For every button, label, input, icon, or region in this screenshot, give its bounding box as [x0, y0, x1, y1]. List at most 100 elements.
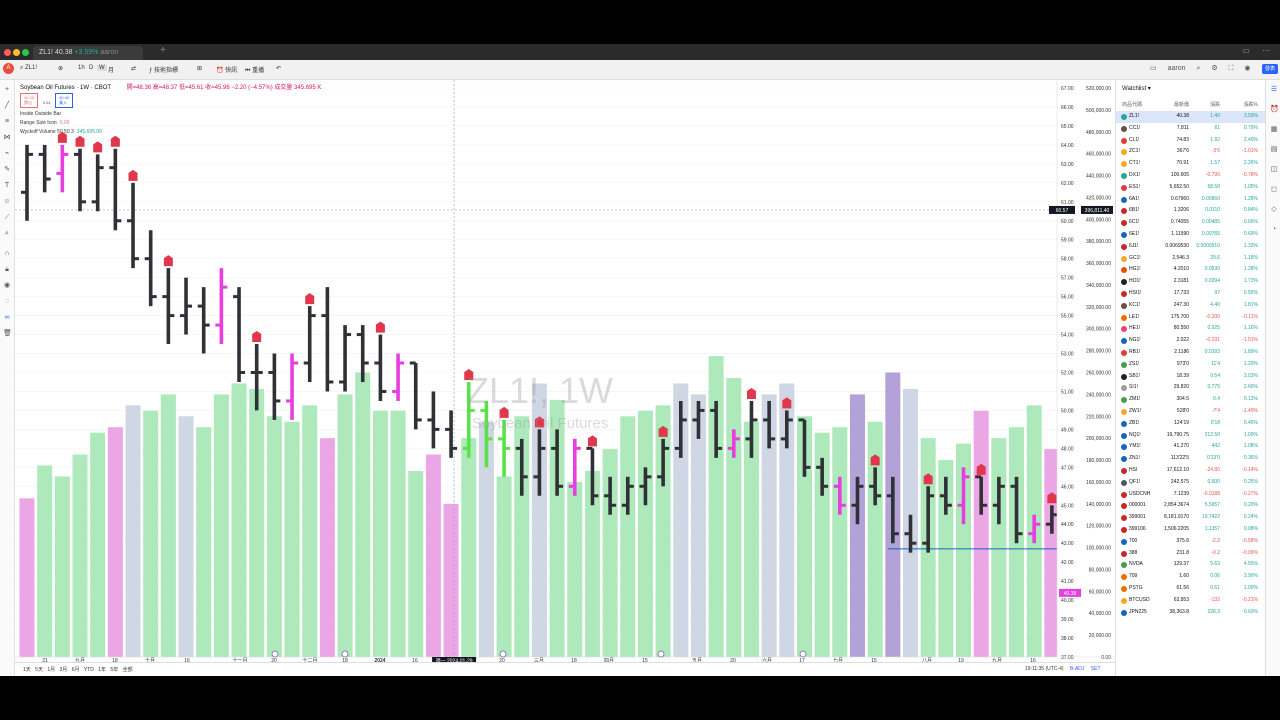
zoom-icon[interactable]: ⌕ — [5, 230, 9, 237]
interval-w[interactable]: W — [97, 65, 107, 71]
calendar-icon[interactable]: ▤ — [1270, 146, 1278, 153]
publish-button[interactable]: 發表 — [1262, 64, 1278, 74]
pattern-icon[interactable]: ⋈ — [3, 134, 11, 141]
indicators-button[interactable]: ƒ 技術指標 — [149, 65, 178, 74]
interval-month[interactable]: 月 — [108, 68, 115, 74]
watchlist-row[interactable]: ZL1! 40.38 1.40 3.59% — [1116, 111, 1266, 123]
watchlist-row[interactable]: YM1! 41,270 442 1.08% — [1116, 441, 1266, 453]
lock-icon[interactable]: 🔒︎ — [5, 266, 9, 273]
watchlist-row[interactable]: HG1! 4.2010 0.0530 1.28% — [1116, 264, 1266, 276]
watchlist-row[interactable]: 388 231.8 -0.2 -0.09% — [1116, 548, 1266, 560]
watchlist-row[interactable]: HE1! 80.550 0.925 1.16% — [1116, 323, 1266, 335]
watchlist-row[interactable]: BTCUSD 63,953 -132 -0.21% — [1116, 595, 1266, 607]
watchlist-row[interactable]: HO1! 2.3181 0.0394 1.73% — [1116, 276, 1266, 288]
col-symbol[interactable]: 商品代碼 — [1122, 102, 1143, 108]
col-pct[interactable]: 漲跌% — [1243, 102, 1258, 108]
trash-icon[interactable]: 🗑︎ — [3, 330, 12, 337]
data-window-icon[interactable]: ▦ — [1270, 126, 1278, 133]
camera-icon[interactable]: ◉ — [1244, 65, 1251, 72]
col-change[interactable]: 漲跌 — [1209, 102, 1220, 108]
replay-button[interactable]: ⏮ 重播 — [245, 65, 264, 75]
watchlist-icon[interactable]: ☰ — [1270, 86, 1278, 93]
indicator-wyckoff-volume[interactable]: Wyckoff Volume 50 50 3 345,695.00 — [20, 129, 321, 135]
watchlist-row[interactable]: ES1! 5,652.50 58.50 1.05% — [1116, 182, 1266, 194]
settings-icon[interactable]: ⚙ — [1211, 65, 1218, 72]
watchlist-row[interactable]: CT1! 70.91 1.57 2.26% — [1116, 158, 1266, 170]
watchlist-row[interactable]: ZC1! 367'6 -3'6 -1.01% — [1116, 146, 1266, 158]
notifications-icon[interactable]: ◔ — [1271, 226, 1277, 233]
range-1[interactable]: 5天 — [35, 667, 48, 673]
eye-icon[interactable]: ◉ — [3, 282, 11, 289]
watchlist-row[interactable]: 6A1! 0.67960 0.00860 1.28% — [1116, 194, 1266, 206]
magnet-icon[interactable]: ∩ — [4, 250, 10, 257]
watchlist-row[interactable]: 6E1! 1.11990 0.00765 0.69% — [1116, 229, 1266, 241]
range-6[interactable]: 1年 — [98, 667, 111, 673]
sell-button[interactable]: 40.38 賣出 — [20, 93, 39, 108]
browser-tab[interactable]: ZL1! 40.38 +3.59% aaron — [33, 46, 143, 60]
watchlist-row[interactable]: KC1! 247.30 4.40 1.81% — [1116, 300, 1266, 312]
watchlist-row[interactable]: QF1! 242.575 0.600 0.25% — [1116, 477, 1266, 489]
close-window-icon[interactable] — [4, 49, 11, 56]
range-5[interactable]: YTD — [83, 667, 99, 673]
range-0[interactable]: 1天 — [23, 667, 36, 673]
more-icon[interactable]: ⋯ — [1262, 46, 1270, 55]
watchlist-row[interactable]: NVDA 129.37 5.63 4.55% — [1116, 559, 1266, 571]
layout-grid-icon[interactable]: ⊞ — [197, 66, 203, 72]
watchlist-row[interactable]: NQ1! 19,790.75 212.50 1.09% — [1116, 430, 1266, 442]
watchlist-row[interactable]: 6B1! 1.3206 0.0110 0.84% — [1116, 205, 1266, 217]
watchlist-row[interactable]: CC1! 7,811 61 0.79% — [1116, 123, 1266, 135]
watchlist-row[interactable]: ZW1! 528'0 -7'4 -1.40% — [1116, 406, 1266, 418]
alerts-icon[interactable]: ⏰ — [1270, 106, 1279, 113]
range-2[interactable]: 1月 — [47, 667, 60, 673]
watchlist-row[interactable]: RB1! 2.1186 0.0393 1.89% — [1116, 347, 1266, 359]
interval-d[interactable]: D — [89, 65, 94, 71]
watchlist-row[interactable]: HSI1! 17,733 97 0.55% — [1116, 288, 1266, 300]
text-icon[interactable]: T — [4, 182, 10, 189]
adj-toggle[interactable]: B-ADJ — [1069, 666, 1085, 672]
watchlist-row[interactable]: 6J1! 0.0069530 0.0000910 1.33% — [1116, 241, 1266, 253]
projection-icon[interactable]: ⌁ — [4, 150, 10, 157]
indicator-inside-outside-bar[interactable]: Inside Outside Bar — [20, 111, 321, 117]
add-symbol-icon[interactable]: ⊕ — [58, 66, 64, 72]
maximize-window-icon[interactable] — [22, 49, 29, 56]
price-chart[interactable]: 67.00 66.00 65.00 64.00 63.00 62.00 61.00 60.00… — [15, 80, 1115, 662]
crosshair-icon[interactable]: + — [4, 86, 10, 93]
watchlist-row[interactable]: USDCNH 7.1239 -0.0188 -0.27% — [1116, 489, 1266, 501]
range-3[interactable]: 3月 — [59, 667, 72, 673]
watchlist-row[interactable]: GC1! 2,546.3 29.6 1.18% — [1116, 253, 1266, 265]
watchlist-row[interactable]: ZM1! 304.5 0.4 0.13% — [1116, 394, 1266, 406]
watchlist-row[interactable]: JPN225 38,363.8 228.3 0.60% — [1116, 607, 1266, 619]
ideas-icon[interactable]: ◇ — [1271, 206, 1277, 213]
watchlist-row[interactable]: PSTG 61.56 0.61 1.00% — [1116, 583, 1266, 595]
watchlist-row[interactable]: NG1! 2.022 -0.031 -1.51% — [1116, 335, 1266, 347]
minimize-window-icon[interactable] — [13, 49, 20, 56]
compare-icon[interactable]: ⇄ — [131, 66, 137, 72]
watchlist-row[interactable]: ZB1! 124'19 0'18 0.45% — [1116, 418, 1266, 430]
search-icon[interactable]: ⌕ — [1196, 65, 1201, 72]
chart-area[interactable]: 67.00 66.00 65.00 64.00 63.00 62.00 61.00 60.00… — [15, 80, 1115, 676]
interval-1h[interactable]: 1h — [78, 65, 85, 71]
hide-icon[interactable]: ◌ — [4, 298, 10, 305]
user-avatar[interactable]: A — [3, 63, 14, 74]
watchlist-row[interactable]: LE1! 175.700 -0.200 -0.11% — [1116, 312, 1266, 324]
emoji-icon[interactable]: ☺ — [3, 198, 11, 205]
link-icon[interactable]: ∞ — [4, 314, 10, 321]
undo-icon[interactable]: ↶ — [276, 66, 282, 72]
watchlist-row[interactable]: 709 1.60 0.06 3.90% — [1116, 571, 1266, 583]
watchlist-row[interactable]: 6C1! 0.74055 0.00485 0.66% — [1116, 217, 1266, 229]
watchlist-row[interactable]: DX1! 100.605 -0.790 -0.78% — [1116, 170, 1266, 182]
watchlist-row[interactable]: 700 375.6 -2.2 -0.58% — [1116, 536, 1266, 548]
fullscreen-icon[interactable]: ⛶ — [1228, 65, 1234, 72]
range-8[interactable]: 全部 — [122, 667, 133, 673]
watchlist-row[interactable]: HSI 17,612.10 -24.80 -0.14% — [1116, 465, 1266, 477]
trendline-icon[interactable]: ╱ — [4, 102, 10, 109]
watchlist-row[interactable]: ZN1! 113'22'5 0'13'0 0.36% — [1116, 453, 1266, 465]
chat-icon[interactable]: ◻ — [1271, 186, 1277, 193]
buy-button[interactable]: 40.40 買入 — [55, 93, 74, 108]
alert-button[interactable]: ⏰ 快訊 — [216, 65, 237, 74]
fib-icon[interactable]: ≡ — [4, 118, 10, 125]
watchlist-row[interactable]: CL1! 74.83 1.82 2.49% — [1116, 135, 1266, 147]
watchlist-row[interactable]: ZS1! 973'0 11'4 1.20% — [1116, 359, 1266, 371]
watchlist-row[interactable]: SB1! 18.39 0.54 3.03% — [1116, 371, 1266, 383]
watchlist-row[interactable]: 399001 8,181.9170 19.7422 0.24% — [1116, 512, 1266, 524]
